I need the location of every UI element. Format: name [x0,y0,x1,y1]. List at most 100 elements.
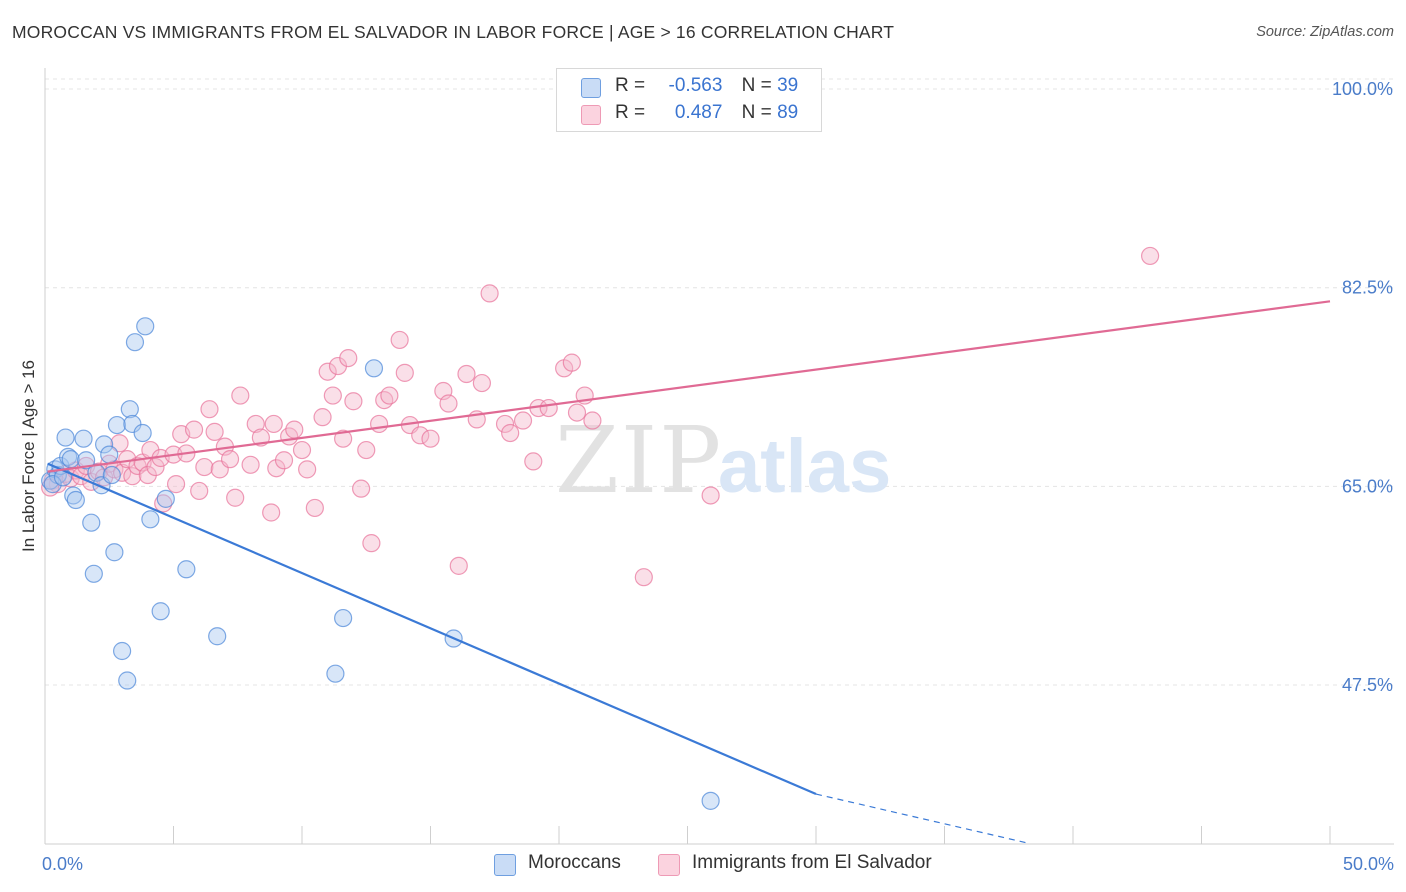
data-point [362,534,381,553]
data-point [264,414,283,434]
y-tick-label: 65.0% [1342,476,1393,496]
watermark: ZIP atlas [555,407,891,514]
data-point [95,435,114,454]
data-point [326,664,345,683]
y-tick-label: 82.5% [1342,278,1393,298]
data-point [495,414,515,434]
data-point [449,556,468,575]
data-point [208,627,227,646]
data-point [352,479,371,498]
data-point [262,503,281,522]
trend-line-moroccans-extension [815,793,1027,844]
data-point [472,373,491,393]
data-point [298,460,317,479]
data-point [107,415,127,435]
series-immigrants-el-salvador [41,246,1160,587]
data-point [125,333,145,352]
data-point [231,386,250,405]
data-point [246,414,265,434]
y-tick-label: 100.0% [1332,79,1393,99]
data-point [166,475,186,494]
trend-lines [47,300,1331,844]
data-point [84,564,103,583]
data-point [1140,246,1160,266]
data-point [583,411,602,430]
data-point [323,386,342,405]
data-point [524,452,543,471]
data-point [190,481,209,501]
series-moroccans [41,317,720,810]
data-point [61,450,80,469]
data-point [513,411,533,430]
legend-swatch-el-salvador [581,105,601,125]
data-point [146,457,165,477]
data-point [439,394,458,413]
n-label: N = [741,102,772,123]
n-value: 89 [777,102,799,123]
data-point [77,451,96,470]
data-point [370,414,389,434]
chart-title: MOROCCAN VS IMMIGRANTS FROM EL SALVADOR … [12,22,895,42]
legend-label: Moroccans [528,852,621,873]
data-point [102,465,121,485]
data-point [305,498,324,518]
data-point [43,475,62,494]
data-point [313,408,332,427]
data-point [364,359,384,378]
legend-stats-el-salvador: R = 0.487 N = 89 [615,102,798,124]
data-point [136,317,155,336]
data-point [395,363,414,382]
legend-stats-moroccans: R = -0.563 N = 39 [615,75,798,97]
r-label: R = [615,75,646,96]
x-tick-label-max: 50.0% [1343,854,1394,874]
data-point [82,513,101,532]
data-point [195,457,214,477]
data-point [141,510,160,529]
n-label: N = [741,75,772,96]
data-point [118,671,137,690]
data-point [318,362,337,381]
x-tick-label-min: 0.0% [42,854,83,874]
data-point [701,486,720,505]
data-point [123,467,142,486]
watermark-atlas: atlas [718,424,891,509]
legend-label: Immigrants from El Salvador [692,852,932,873]
data-point [112,641,132,661]
data-point [390,330,409,350]
data-point [501,423,520,443]
data-point [380,386,399,405]
data-point [274,451,294,470]
legend-swatch [494,854,516,876]
data-point [156,489,175,508]
data-point [285,420,304,439]
data-point [110,434,129,453]
data-point [480,284,499,303]
data-point [701,791,720,810]
data-point [205,422,224,441]
n-value: 39 [777,75,799,96]
data-point [59,447,78,466]
data-point [334,429,353,448]
r-value: -0.563 [668,75,723,96]
data-point [421,429,440,448]
r-value: 0.487 [674,102,723,123]
data-point [105,543,124,562]
data-point [339,348,358,368]
data-point [539,398,558,418]
data-point [120,400,139,419]
watermark-zip: ZIP [555,407,723,514]
y-tick-labels: 47.5% 65.0% 82.5% 100.0% [1332,79,1393,695]
axes [44,68,1394,845]
data-point [184,420,204,439]
data-point [567,403,587,422]
data-point [292,440,312,460]
data-point [133,423,152,443]
legend-swatch [658,854,680,876]
data-point [344,392,363,411]
data-point [151,602,170,621]
stats-legend: R = -0.563 N = 39 R = 0.487 N = 89 [556,68,822,132]
data-point [200,400,219,419]
data-point [226,488,245,507]
r-label: R = [615,102,646,123]
